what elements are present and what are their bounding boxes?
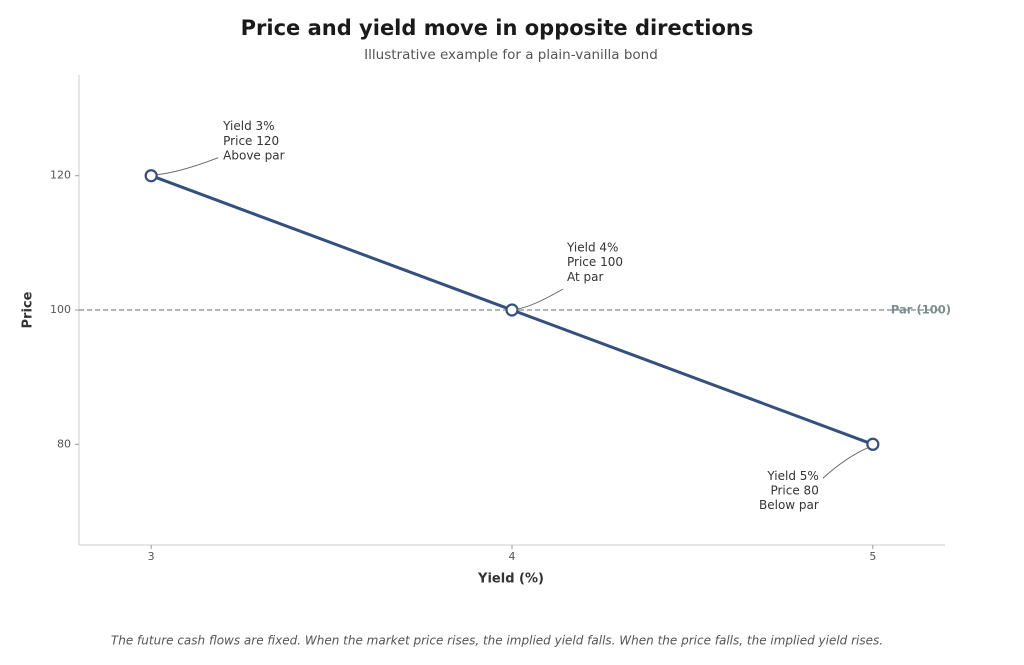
point xyxy=(866,437,880,451)
x-tick-label: 3 xyxy=(148,550,155,563)
annotation-text: Yield 5% xyxy=(766,469,818,483)
annotation-text: Below par xyxy=(759,498,819,512)
annotation-text: At par xyxy=(567,270,603,284)
annotation-text: Price 80 xyxy=(770,483,818,497)
y-tick-label: 120 xyxy=(50,169,71,182)
chart-subtitle: Illustrative example for a plain-vanilla… xyxy=(364,47,658,63)
x-tick-label: 5 xyxy=(869,550,876,563)
y-axis-label: Price xyxy=(21,291,36,328)
annotation-text: Price 100 xyxy=(567,255,623,269)
point xyxy=(505,303,519,317)
annotation-arrow xyxy=(516,288,564,310)
annotation-text: Yield 3% xyxy=(222,119,274,133)
annotation-text: Price 120 xyxy=(223,134,279,148)
x-axis-label: Yield (%) xyxy=(477,572,544,587)
y-tick-label: 100 xyxy=(50,303,71,316)
chart-title: Price and yield move in opposite directi… xyxy=(241,16,754,40)
annotation-arrow xyxy=(156,157,219,176)
point xyxy=(144,169,158,183)
x-tick-label: 4 xyxy=(509,550,516,563)
annotation-text: Yield 4% xyxy=(566,241,618,255)
y-tick-label: 80 xyxy=(57,437,71,450)
annotation-arrow xyxy=(822,446,870,479)
annotation-text: Above par xyxy=(223,149,284,163)
reference-label: Par (100) xyxy=(891,303,951,317)
footnote: The future cash flows are fixed. When th… xyxy=(111,634,883,648)
